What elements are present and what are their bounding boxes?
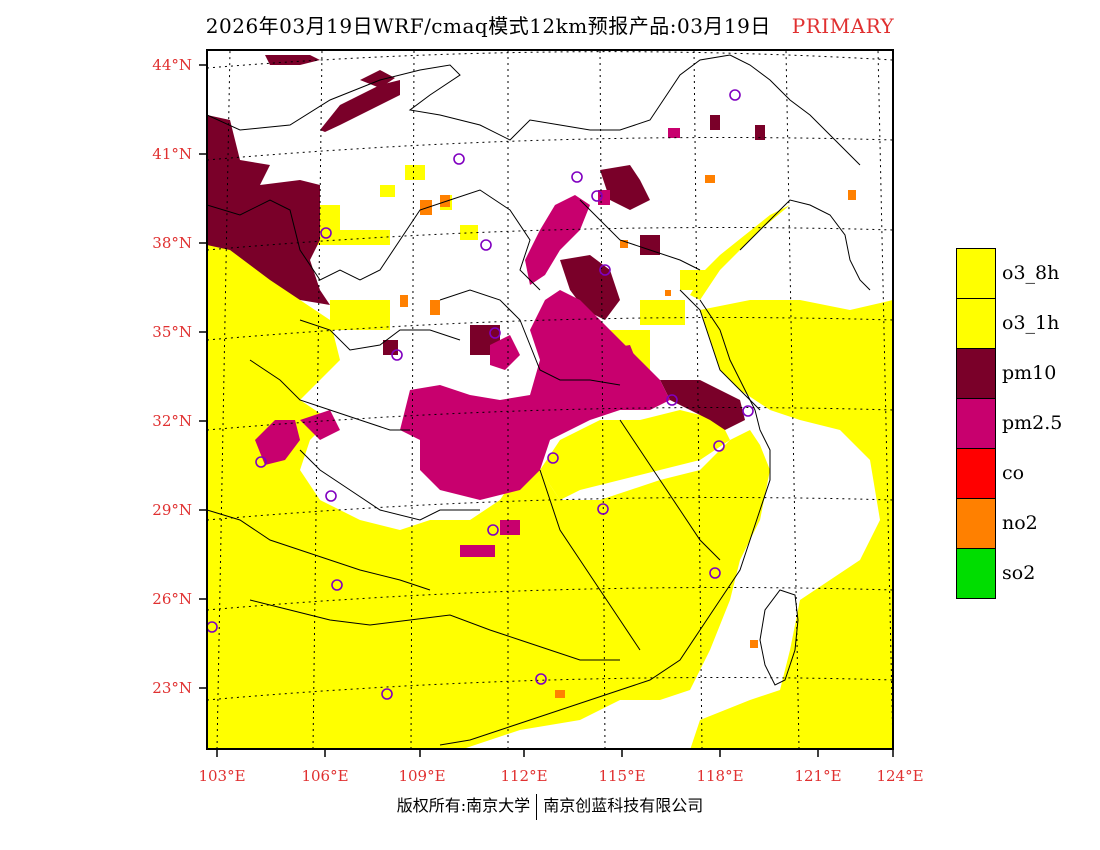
station-marker xyxy=(325,490,337,502)
station-marker xyxy=(207,621,218,633)
lat-label: 29°N xyxy=(152,501,192,519)
legend-item-no2: no2 xyxy=(956,498,1086,549)
station-marker xyxy=(709,567,721,579)
legend-swatch xyxy=(956,248,996,299)
legend-swatch xyxy=(956,348,996,399)
legend-swatch xyxy=(956,298,996,349)
no2-region xyxy=(400,175,856,698)
axis-ticks xyxy=(199,64,894,757)
station-marker xyxy=(571,171,583,183)
lon-label: 115°E xyxy=(598,767,645,785)
station-marker xyxy=(742,405,754,417)
legend-label: pm2.5 xyxy=(1002,412,1063,434)
copyright-left: 版权所有:南京大学 xyxy=(396,796,531,815)
station-marker xyxy=(729,89,741,101)
lon-label: 112°E xyxy=(500,767,547,785)
map-content xyxy=(207,50,893,749)
stations xyxy=(207,89,754,700)
station-marker xyxy=(599,264,611,276)
lon-label: 109°E xyxy=(398,767,445,785)
station-marker xyxy=(480,239,492,251)
station-marker xyxy=(489,327,501,339)
pm25-region xyxy=(255,128,680,557)
lat-labels: 44°N 41°N 38°N 35°N 32°N 29°N 26°N 23°N xyxy=(152,56,192,697)
copyright-right: 南京创蓝科技有限公司 xyxy=(543,796,704,815)
copyright-footer: 版权所有:南京大学 南京创蓝科技有限公司 xyxy=(300,792,800,820)
station-marker xyxy=(320,227,332,239)
lon-labels: 103°E 106°E 109°E 112°E 115°E 118°E 121°… xyxy=(198,767,923,785)
legend-label: o3_8h xyxy=(1002,262,1060,284)
legend-item-so2: so2 xyxy=(956,548,1086,599)
legend-label: o3_1h xyxy=(1002,312,1060,334)
lat-label: 26°N xyxy=(152,590,192,608)
map-frame xyxy=(206,49,894,750)
station-marker xyxy=(453,153,465,165)
station-marker xyxy=(391,349,403,361)
legend-label: pm10 xyxy=(1002,362,1057,384)
station-marker xyxy=(255,456,267,468)
lat-label: 38°N xyxy=(152,234,192,252)
lon-label: 121°E xyxy=(794,767,841,785)
station-marker xyxy=(591,190,603,202)
lon-label: 103°E xyxy=(198,767,245,785)
lon-label: 118°E xyxy=(696,767,743,785)
legend-label: no2 xyxy=(1002,512,1038,534)
station-marker xyxy=(597,503,609,515)
lon-label: 106°E xyxy=(301,767,348,785)
legend-item-pm25: pm2.5 xyxy=(956,398,1086,449)
station-marker xyxy=(535,673,547,685)
legend-label: co xyxy=(1002,462,1025,484)
station-marker xyxy=(713,440,725,452)
graticule xyxy=(207,50,893,749)
lon-label: 124°E xyxy=(876,767,923,785)
station-marker xyxy=(331,579,343,591)
lat-label: 23°N xyxy=(152,679,192,697)
lat-label: 44°N xyxy=(152,56,192,74)
legend-item-o3-1h: o3_1h xyxy=(956,298,1086,349)
lat-label: 32°N xyxy=(152,412,192,430)
legend-item-co: co xyxy=(956,448,1086,499)
station-marker xyxy=(487,524,499,536)
primary-tag: PRIMARY xyxy=(791,14,895,38)
title-text: 2026年03月19日WRF/cmaq模式12km预报产品:03月19日 xyxy=(205,14,771,38)
legend-swatch xyxy=(956,498,996,549)
station-marker xyxy=(666,394,678,406)
legend-item-o3-8h: o3_8h xyxy=(956,248,1086,299)
lat-label: 41°N xyxy=(152,145,192,163)
station-marker xyxy=(381,688,393,700)
footer-separator xyxy=(536,793,538,820)
map-title: 2026年03月19日WRF/cmaq模式12km预报产品:03月19日 PRI… xyxy=(0,10,1100,39)
legend-swatch xyxy=(956,548,996,599)
legend: o3_8h o3_1h pm10 pm2.5 co no2 so2 xyxy=(956,248,1086,599)
legend-swatch xyxy=(956,448,996,499)
station-marker xyxy=(547,452,559,464)
legend-label: so2 xyxy=(1002,562,1036,584)
legend-swatch xyxy=(956,398,996,449)
pm10-region xyxy=(207,55,765,430)
lat-label: 35°N xyxy=(152,323,192,341)
legend-item-pm10: pm10 xyxy=(956,348,1086,399)
